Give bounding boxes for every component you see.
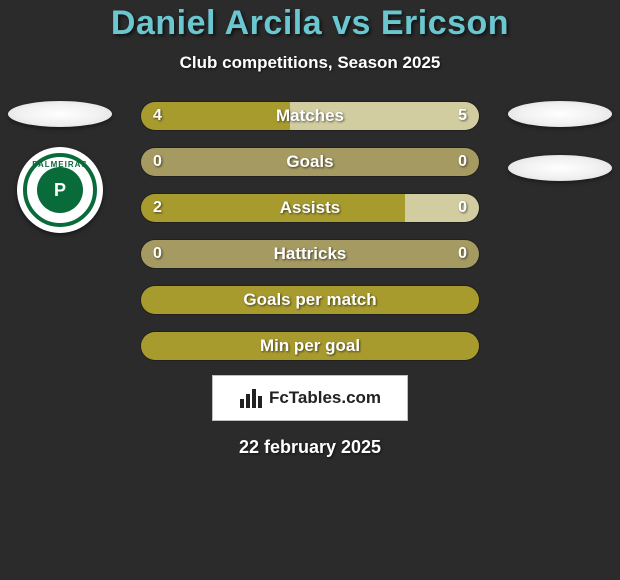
subtitle: Club competitions, Season 2025 — [180, 53, 441, 73]
player1-photo-placeholder — [8, 101, 112, 127]
stat-fill-left — [141, 148, 310, 176]
player2-club-crest-placeholder — [508, 155, 612, 181]
stat-fill-right — [405, 194, 479, 222]
stat-fill-right — [310, 240, 479, 268]
date-label: 22 february 2025 — [239, 437, 381, 458]
side-left: PALMEIRAS P — [0, 101, 120, 233]
side-right — [500, 101, 620, 181]
crest-label: PALMEIRAS — [27, 160, 93, 169]
stat-row: Goals00 — [140, 147, 480, 177]
brand-badge: FcTables.com — [212, 375, 408, 421]
stat-fill-left — [141, 194, 405, 222]
stat-fill-right — [290, 102, 479, 130]
brand-logo-icon — [239, 387, 263, 409]
stat-fill-left — [141, 102, 290, 130]
title-player2: Ericson — [381, 4, 509, 42]
stat-fill-left — [141, 332, 479, 360]
stat-row: Assists20 — [140, 193, 480, 223]
crest-core: P — [37, 167, 83, 213]
stat-row: Min per goal — [140, 331, 480, 361]
page-title: Daniel Arcila vs Ericson — [111, 4, 509, 43]
stat-fill-left — [141, 240, 310, 268]
stats-board: PALMEIRAS P Matches45 Goals00 Assists20 Hat… — [0, 101, 620, 361]
title-vs: vs — [332, 4, 371, 42]
crest-ring: PALMEIRAS P — [23, 153, 97, 227]
crest-letter: P — [54, 180, 66, 201]
stat-fill-right — [310, 148, 479, 176]
stat-row: Matches45 — [140, 101, 480, 131]
player1-club-crest: PALMEIRAS P — [17, 147, 103, 233]
page-root: Daniel Arcila vs Ericson Club competitio… — [0, 0, 620, 580]
title-player1: Daniel Arcila — [111, 4, 322, 42]
player2-photo-placeholder — [508, 101, 612, 127]
stat-row: Goals per match — [140, 285, 480, 315]
stat-fill-left — [141, 286, 479, 314]
brand-label: FcTables.com — [269, 388, 381, 408]
stats-bars: Matches45 Goals00 Assists20 Hattricks00 Goal… — [140, 101, 480, 361]
stat-row: Hattricks00 — [140, 239, 480, 269]
